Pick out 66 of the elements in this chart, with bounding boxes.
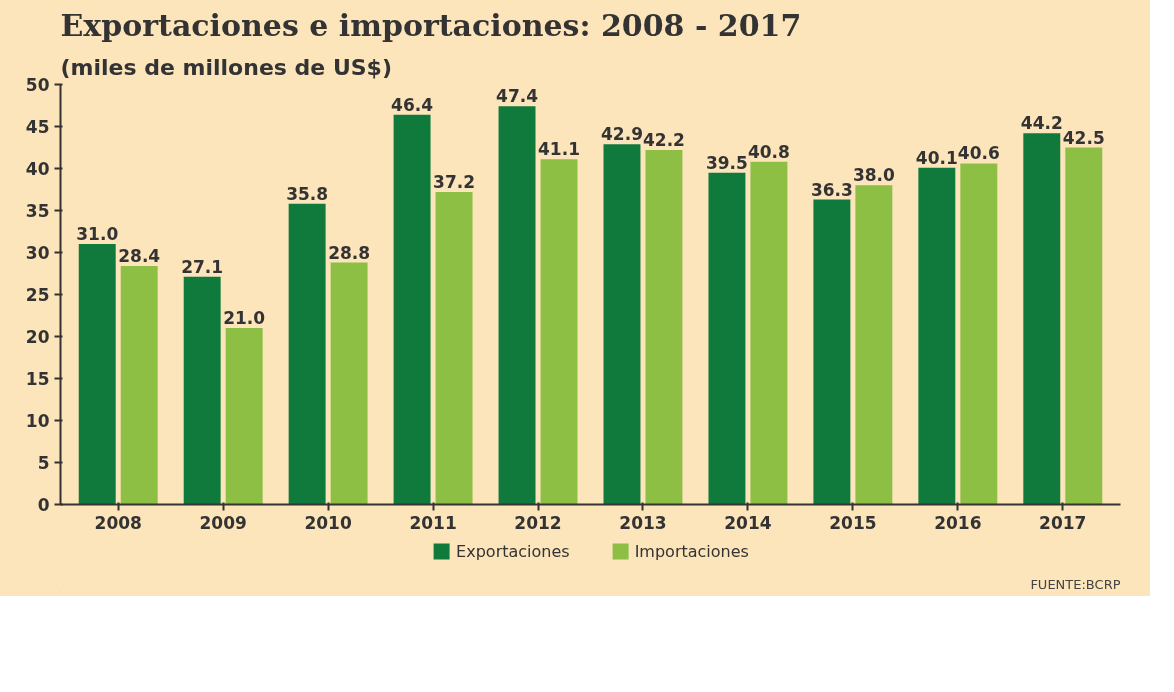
- bar: [813, 199, 851, 505]
- bar: [1023, 133, 1061, 505]
- y-tick-label: 15: [25, 369, 50, 389]
- bar: [78, 244, 116, 505]
- y-tick-label: 45: [25, 117, 50, 137]
- data-label: 40.8: [747, 141, 790, 162]
- data-label: 42.9: [601, 124, 643, 145]
- bar: [645, 150, 683, 505]
- data-label: 27.1: [181, 256, 224, 277]
- bar: [960, 163, 998, 505]
- data-label: 28.8: [328, 242, 371, 263]
- bar: [120, 265, 158, 505]
- x-tick-label: 2011: [409, 512, 457, 533]
- y-tick-label: 10: [25, 411, 50, 431]
- data-label: 40.6: [957, 143, 1000, 164]
- bar: [918, 167, 956, 505]
- data-label: 36.3: [810, 179, 853, 200]
- x-tick-label: 2010: [304, 512, 352, 533]
- y-tick-label: 20: [25, 327, 50, 347]
- y-tick-label: 50: [25, 75, 50, 95]
- x-tick-label: 2009: [199, 512, 247, 533]
- bar: [708, 172, 746, 505]
- x-tick-label: 2016: [934, 512, 982, 533]
- legend-label: Exportaciones: [456, 541, 570, 561]
- data-label: 38.0: [852, 165, 896, 186]
- data-label: 47.4: [496, 86, 539, 107]
- data-label: 42.5: [1062, 127, 1105, 148]
- data-label: 28.4: [118, 245, 161, 266]
- data-label: 40.1: [915, 147, 958, 168]
- data-label: 41.1: [538, 139, 580, 160]
- bar: [288, 203, 326, 505]
- data-label: 44.2: [1020, 113, 1063, 134]
- bar: [750, 161, 788, 505]
- bar: [855, 185, 893, 505]
- y-tick-label: 35: [25, 201, 50, 221]
- bar: [603, 144, 641, 505]
- data-label: 35.8: [286, 183, 329, 204]
- chart-subtitle: (miles de millones de US$): [60, 54, 392, 80]
- y-tick-label: 30: [25, 243, 50, 263]
- y-tick-label: 5: [37, 453, 50, 473]
- x-tick-label: 2008: [94, 512, 142, 533]
- bar: [435, 192, 473, 505]
- bar: [225, 328, 263, 505]
- data-label: 46.4: [391, 94, 434, 115]
- bar: [1065, 147, 1103, 505]
- chart-title: Exportaciones e importaciones: 2008 - 2017: [60, 7, 802, 43]
- data-label: 42.2: [642, 130, 685, 151]
- bar: [393, 114, 431, 505]
- y-tick-label: 25: [25, 285, 50, 305]
- x-tick-label: 2012: [514, 512, 562, 533]
- data-label: 39.5: [705, 152, 748, 173]
- x-tick-label: 2014: [724, 512, 772, 533]
- bar: [498, 106, 536, 505]
- y-tick-label: 0: [37, 495, 50, 515]
- x-tick-label: 2013: [619, 512, 667, 533]
- data-label: 37.2: [433, 172, 476, 193]
- source-note: FUENTE:BCRP: [1030, 576, 1121, 592]
- x-tick-label: 2017: [1039, 512, 1087, 533]
- x-tick-label: 2015: [829, 512, 877, 533]
- bar: [183, 276, 221, 505]
- data-label: 21.0: [223, 308, 266, 329]
- bar: [330, 262, 368, 505]
- data-label: 31.0: [76, 224, 119, 245]
- bar: [540, 159, 578, 505]
- legend-label: Importaciones: [634, 541, 749, 561]
- y-tick-label: 40: [25, 159, 50, 179]
